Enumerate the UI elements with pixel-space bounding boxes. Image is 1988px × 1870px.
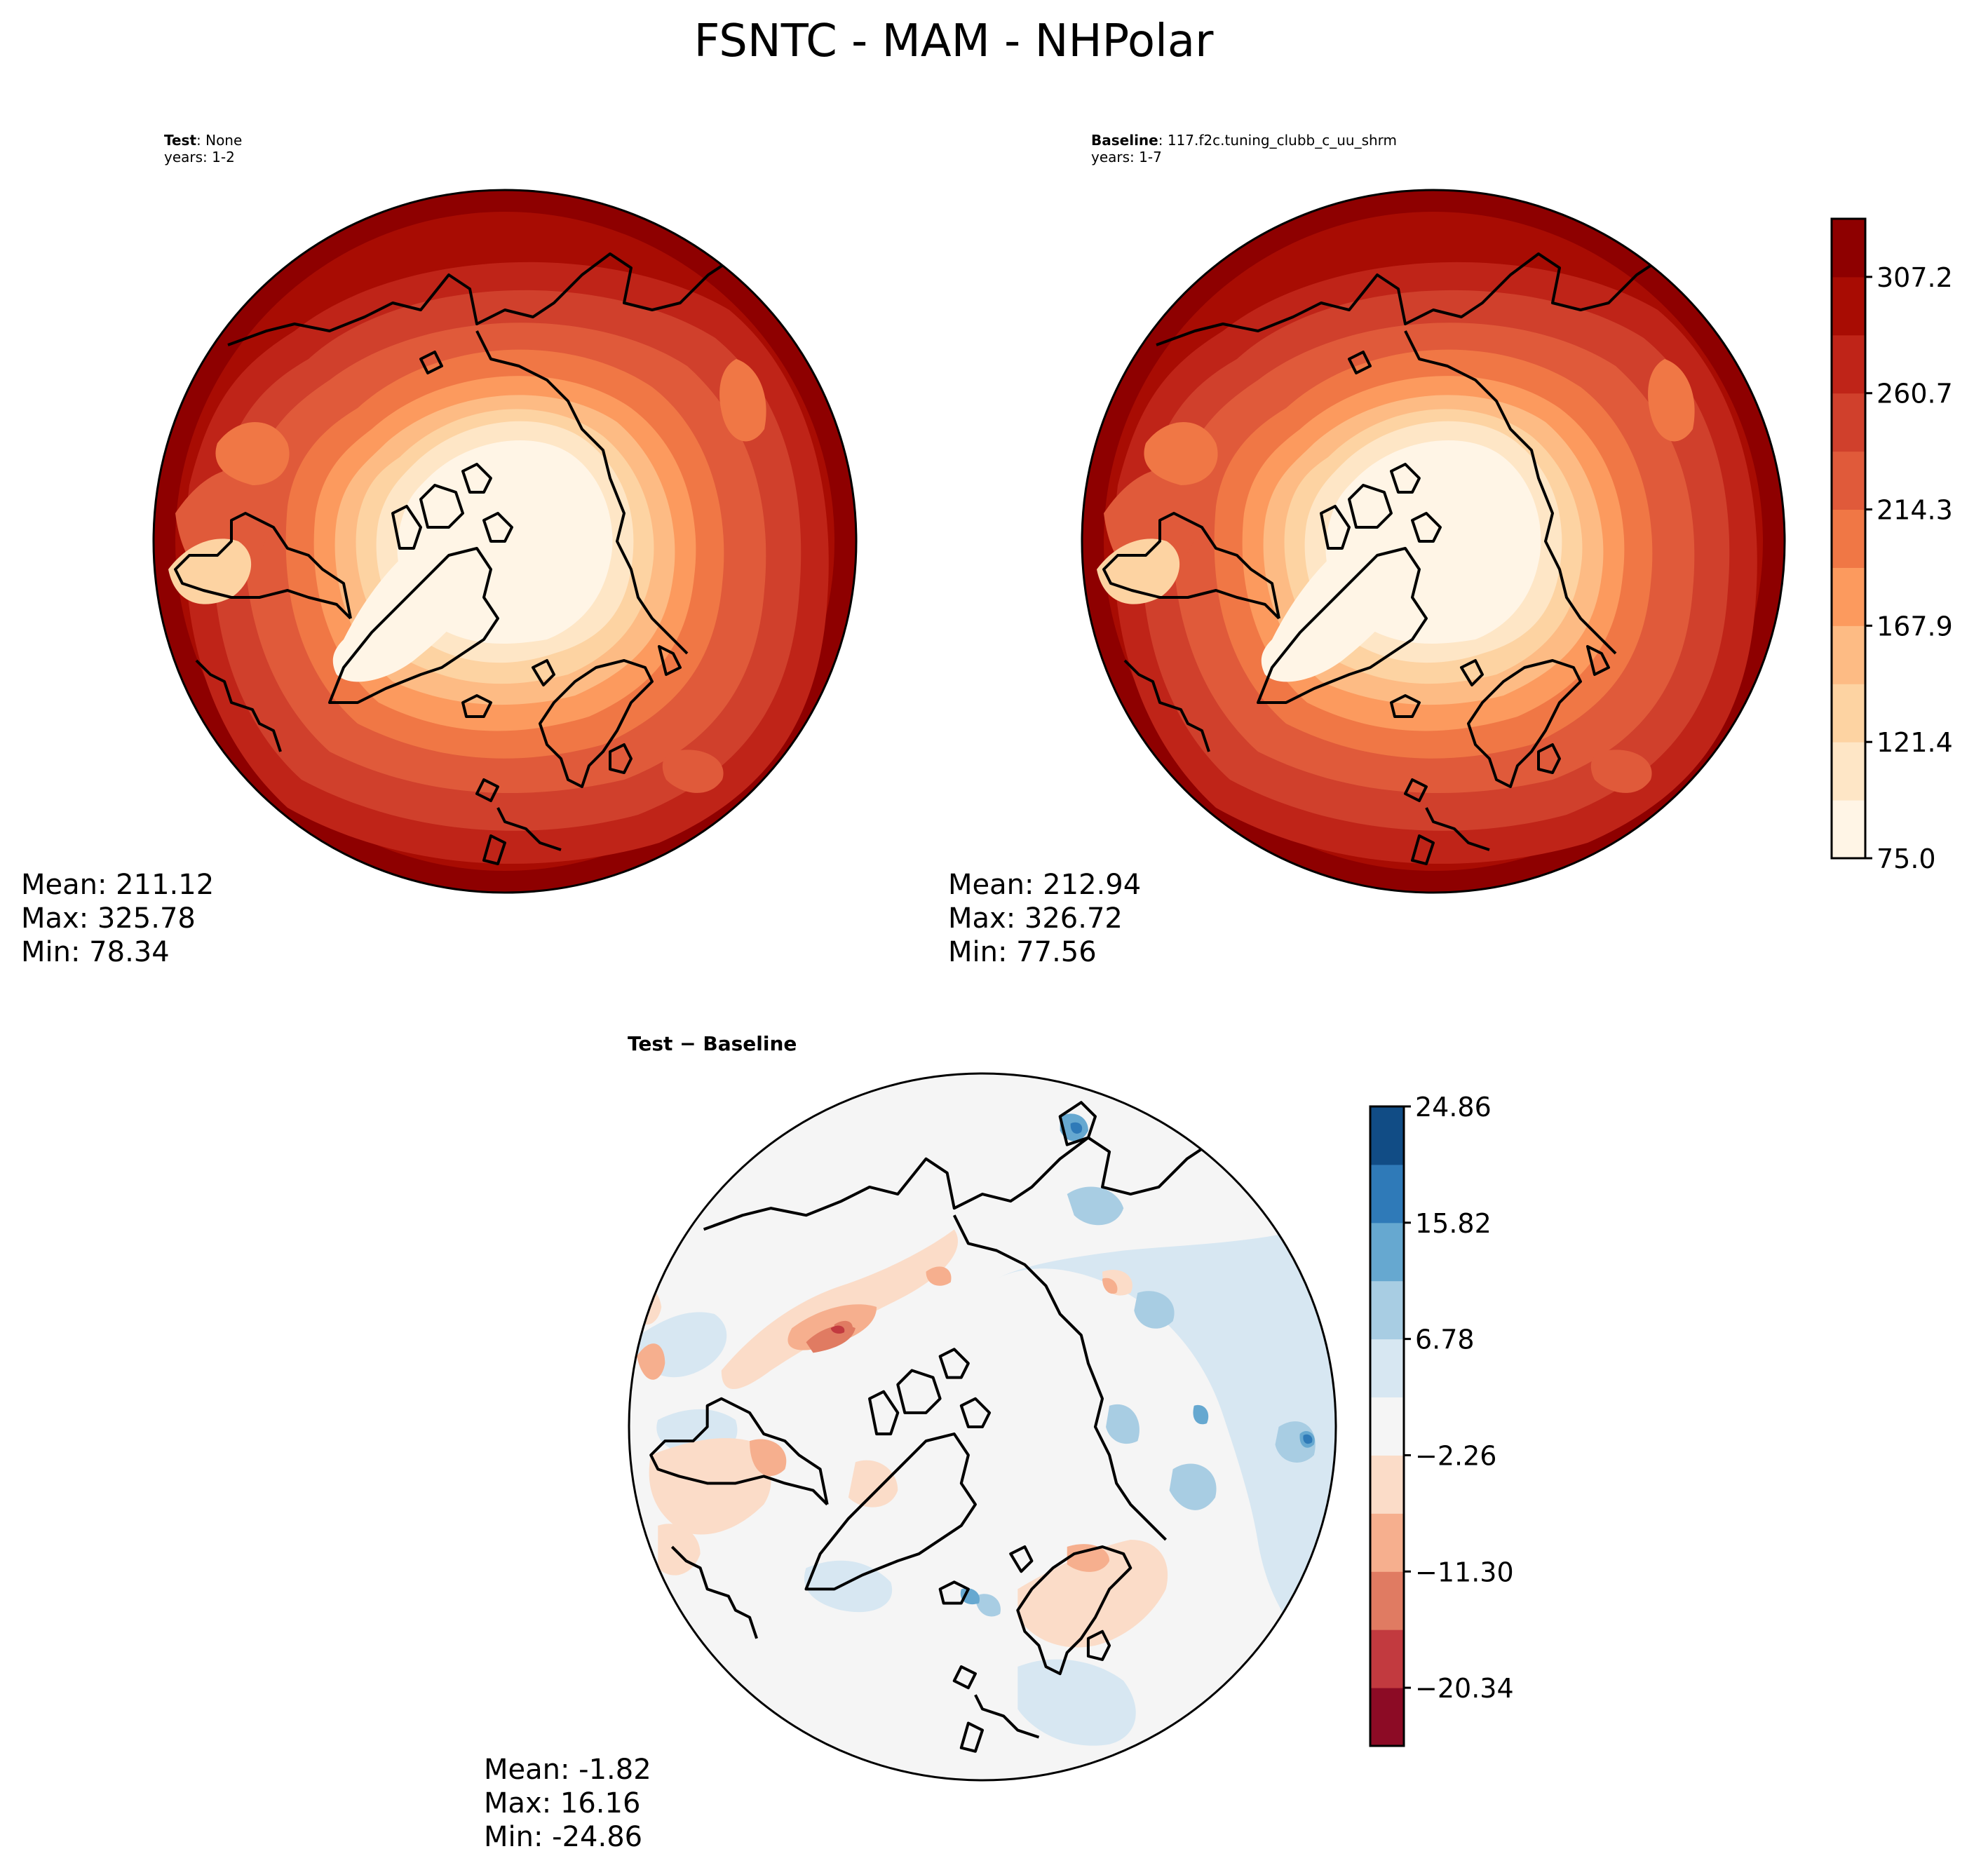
colorbar-diff-segment (1370, 1280, 1404, 1340)
colorbar-main-tick-label: 167.9 (1877, 611, 1953, 642)
colorbar-diff-tick-label: −11.30 (1415, 1557, 1514, 1587)
baseline-stats: Mean: 212.94 Max: 326.72 Min: 77.56 (948, 868, 1141, 969)
colorbar-main-segment (1832, 451, 1865, 510)
figure-title: FSNTC - MAM - NHPolar (694, 15, 1214, 67)
colorbar-diff-tick-label: −20.34 (1415, 1673, 1514, 1704)
colorbar-main-segment (1832, 219, 1865, 278)
colorbar-main-segment (1832, 684, 1865, 743)
colorbar-diff-frame (1369, 1105, 1405, 1747)
colorbar-main-tick-label: 121.4 (1877, 727, 1953, 758)
colorbar-main-segment (1832, 800, 1865, 859)
baseline-panel-label: Baseline: 117.f2c.tuning_clubb_c_uu_shrm… (1091, 132, 1397, 165)
colorbar-diff: 24.86 15.82 6.78 −2.26 −11.30 −20.34 (1369, 1092, 1514, 1747)
baseline-min: Min: 77.56 (948, 936, 1097, 968)
diff-min: Min: -24.86 (484, 1821, 643, 1853)
colorbar-diff-tick-label: 15.82 (1415, 1208, 1492, 1239)
baseline-map (1082, 190, 1785, 893)
test-mean: Mean: 211.12 (21, 869, 215, 901)
colorbar-main-frame (1830, 217, 1867, 860)
colorbar-main-segment (1832, 625, 1865, 684)
colorbar-diff-segment (1370, 1397, 1404, 1456)
baseline-label-bold: Baseline (1091, 132, 1158, 149)
colorbar-main-segment (1832, 334, 1865, 394)
colorbar-main-segment (1832, 393, 1865, 452)
test-label-bold: Test (164, 132, 197, 149)
colorbar-diff-tick-label: −2.26 (1415, 1440, 1496, 1471)
diff-map-boundary (628, 1072, 1337, 1782)
colorbar-diff-segment (1370, 1688, 1404, 1747)
colorbar-main-segment (1832, 742, 1865, 801)
colorbar-diff-tick-label: 6.78 (1415, 1324, 1475, 1355)
diff-max: Max: 16.16 (484, 1787, 641, 1820)
diff-mean: Mean: -1.82 (484, 1754, 651, 1786)
test-panel-label: Test: None years: 1-2 (164, 132, 242, 165)
colorbar-main-tick-label: 75.0 (1877, 843, 1936, 874)
baseline-label-rest: : 117.f2c.tuning_clubb_c_uu_shrm (1158, 132, 1398, 149)
colorbar-main-tick-label: 214.3 (1877, 495, 1953, 526)
colorbar-diff-segment (1370, 1571, 1404, 1630)
colorbar-main-tick-label: 260.7 (1877, 379, 1953, 409)
test-years: years: 1-2 (164, 149, 235, 165)
diff-map (616, 1060, 1349, 1794)
test-map-boundary (152, 189, 858, 894)
colorbar-main-tick-label: 307.2 (1877, 262, 1953, 293)
baseline-max: Max: 326.72 (948, 902, 1123, 935)
colorbar-diff-segment (1370, 1339, 1404, 1398)
baseline-mean: Mean: 212.94 (948, 869, 1142, 901)
test-max: Max: 325.78 (21, 902, 196, 935)
test-label-rest: : None (196, 132, 243, 149)
colorbar-diff-segment (1370, 1455, 1404, 1514)
colorbar-main: 75.0 121.4 167.9 214.3 260.7 307.2 (1830, 217, 1953, 874)
diff-panel-label: Test − Baseline (628, 1032, 797, 1055)
test-stats: Mean: 211.12 Max: 325.78 Min: 78.34 (21, 868, 214, 969)
baseline-map-boundary (1081, 189, 1786, 894)
baseline-years: years: 1-7 (1091, 149, 1162, 165)
colorbar-main-segment (1832, 567, 1865, 626)
diff-stats: Mean: -1.82 Max: 16.16 Min: -24.86 (484, 1753, 651, 1854)
colorbar-main-segment (1832, 276, 1865, 336)
colorbar-diff-tick-label: 24.86 (1415, 1092, 1492, 1123)
colorbar-diff-segment (1370, 1164, 1404, 1224)
colorbar-diff-segment (1370, 1222, 1404, 1282)
colorbar-diff-segment (1370, 1630, 1404, 1688)
test-min: Min: 78.34 (21, 936, 170, 968)
colorbar-diff-segment (1370, 1513, 1404, 1572)
colorbar-diff-segment (1370, 1106, 1404, 1165)
test-map (154, 190, 856, 893)
colorbar-main-segment (1832, 509, 1865, 568)
